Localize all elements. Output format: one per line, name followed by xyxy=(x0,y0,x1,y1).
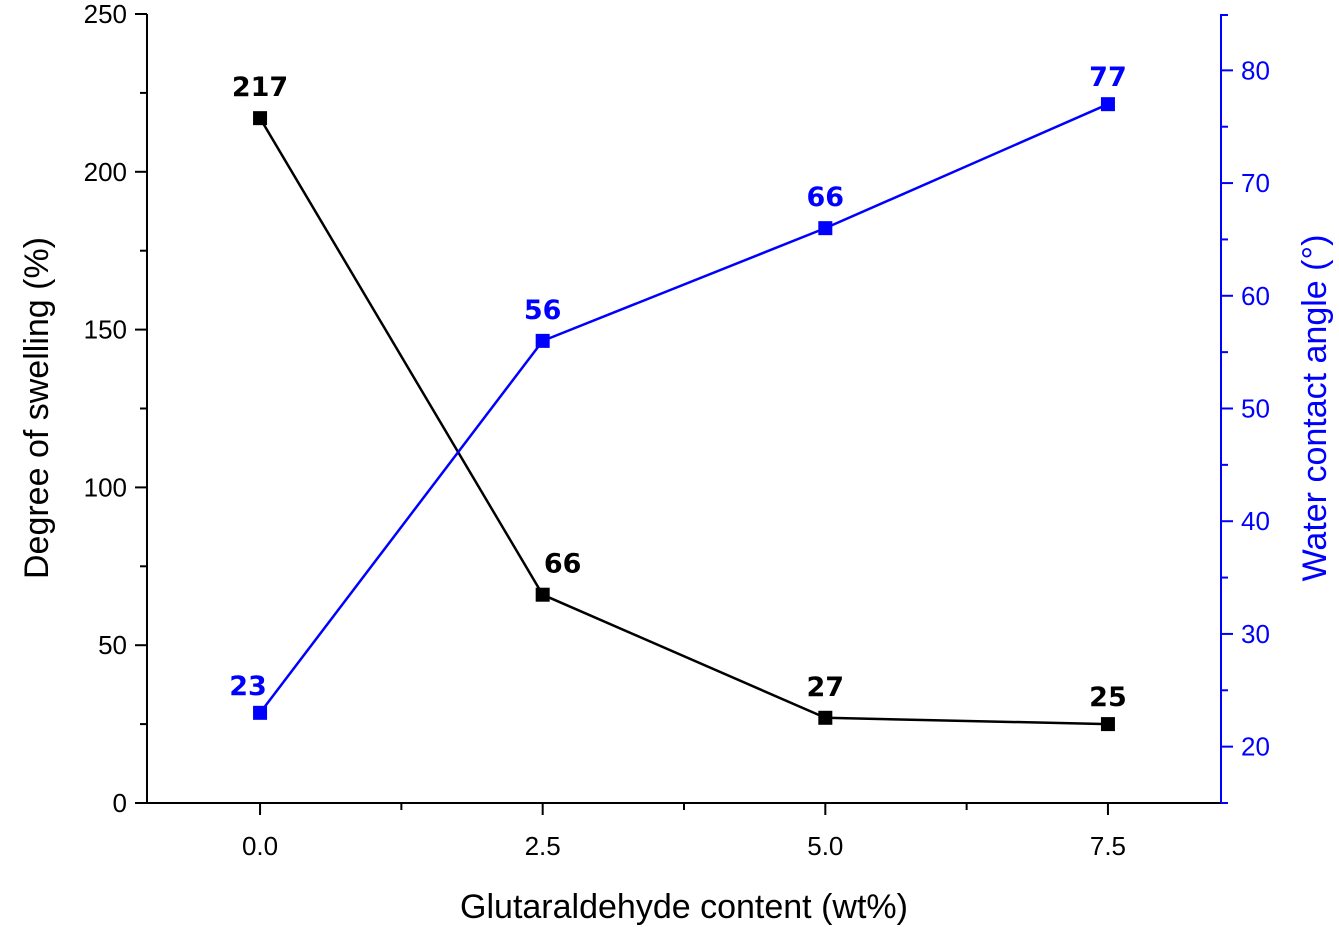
data-label-1-0: 23 xyxy=(229,671,267,702)
y-left-tick-label: 0 xyxy=(113,788,127,818)
y-left-tick-label: 100 xyxy=(84,472,127,502)
data-point-0-0 xyxy=(253,111,268,126)
x-tick-label: 0.0 xyxy=(242,831,278,861)
y-left-tick-label: 200 xyxy=(84,157,127,187)
data-point-1-1 xyxy=(535,333,550,348)
data-label-0-1: 66 xyxy=(544,549,582,580)
axes: 0.0 2.5 5.0 7.5 0 50 100 150 200 250 20 30 40 50 60 70 8… xyxy=(84,0,1270,861)
y-left-tick-label: 150 xyxy=(84,315,127,345)
y-right-tick-label: 40 xyxy=(1241,506,1270,536)
y-right-tick-label: 80 xyxy=(1241,55,1270,85)
x-tick-label: 7.5 xyxy=(1090,831,1126,861)
x-tick-label: 5.0 xyxy=(807,831,843,861)
labels-layer: 217 66 27 25 23 56 66 77 xyxy=(229,62,1126,713)
series-line-0 xyxy=(258,117,1108,726)
data-label-1-2: 66 xyxy=(807,182,845,213)
data-label-0-3: 25 xyxy=(1089,682,1127,713)
data-label-0-0: 217 xyxy=(232,72,288,103)
data-point-1-0 xyxy=(253,705,268,720)
data-point-1-2 xyxy=(818,221,833,236)
y-right-tick-label: 50 xyxy=(1241,394,1270,424)
data-point-0-3 xyxy=(1100,717,1115,732)
data-label-1-1: 56 xyxy=(524,295,562,326)
x-axis-title: Glutaraldehyde content (wt%) xyxy=(460,888,908,926)
data-label-0-2: 27 xyxy=(807,672,845,703)
data-point-1-3 xyxy=(1100,97,1115,112)
data-label-1-3: 77 xyxy=(1089,62,1127,93)
y-left-axis-title: Degree of swelling (%) xyxy=(18,237,56,579)
y-left-tick-label: 50 xyxy=(98,630,127,660)
data-point-0-1 xyxy=(535,587,550,602)
series-line-1 xyxy=(259,103,1109,714)
y-right-tick-label: 60 xyxy=(1241,281,1270,311)
y-right-tick-label: 70 xyxy=(1241,168,1270,198)
y-left-tick-label: 250 xyxy=(84,0,127,29)
series-layer xyxy=(253,97,1115,732)
x-tick-label: 2.5 xyxy=(525,831,561,861)
data-point-0-2 xyxy=(818,710,833,725)
y-right-axis-title: Water contact angle (°) xyxy=(1296,235,1334,582)
y-right-tick-label: 20 xyxy=(1241,732,1270,762)
y-right-tick-label: 30 xyxy=(1241,619,1270,649)
